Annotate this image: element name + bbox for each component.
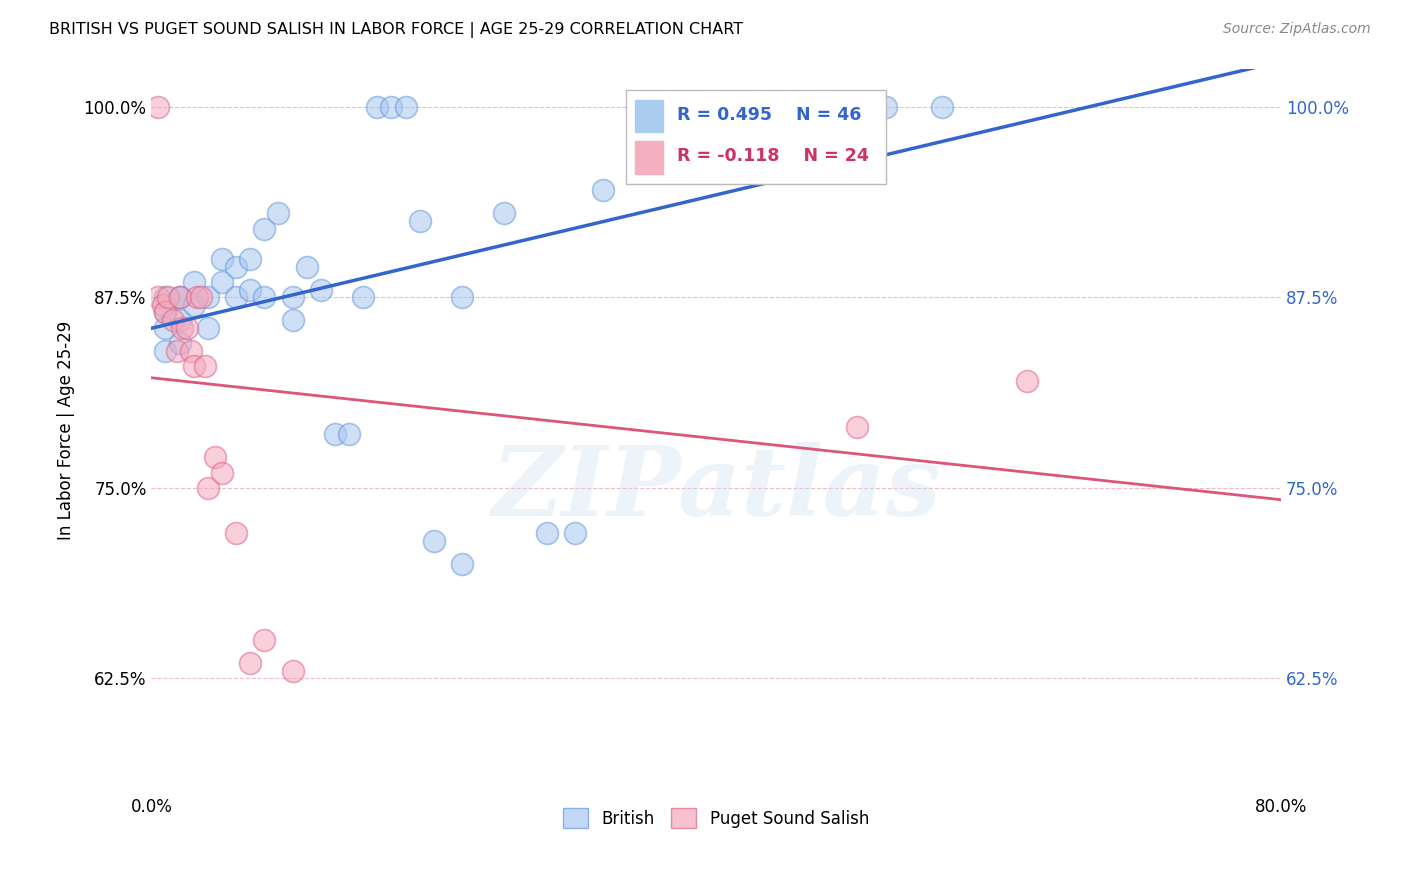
Point bbox=[169, 290, 191, 304]
Point bbox=[423, 534, 446, 549]
Point bbox=[337, 427, 360, 442]
Point bbox=[211, 252, 233, 266]
Point bbox=[451, 290, 474, 304]
Point bbox=[155, 305, 177, 319]
Point bbox=[267, 206, 290, 220]
Point bbox=[155, 305, 177, 319]
Text: Source: ZipAtlas.com: Source: ZipAtlas.com bbox=[1223, 22, 1371, 37]
Point bbox=[323, 427, 346, 442]
Point bbox=[494, 206, 516, 220]
Point bbox=[197, 481, 219, 495]
Point bbox=[197, 320, 219, 334]
Point bbox=[225, 290, 247, 304]
Point bbox=[281, 290, 304, 304]
Point bbox=[352, 290, 374, 304]
Point bbox=[239, 656, 262, 670]
Point bbox=[197, 290, 219, 304]
Point bbox=[281, 313, 304, 327]
Point bbox=[564, 526, 586, 541]
FancyBboxPatch shape bbox=[636, 100, 664, 132]
Point bbox=[162, 313, 184, 327]
Point bbox=[704, 100, 727, 114]
Point bbox=[155, 343, 177, 358]
Point bbox=[536, 526, 558, 541]
Point bbox=[169, 335, 191, 350]
Point bbox=[157, 290, 180, 304]
Point bbox=[592, 184, 614, 198]
Y-axis label: In Labor Force | Age 25-29: In Labor Force | Age 25-29 bbox=[58, 321, 75, 541]
Text: R = 0.495    N = 46: R = 0.495 N = 46 bbox=[676, 106, 860, 124]
Point bbox=[846, 419, 869, 434]
Point bbox=[169, 290, 191, 304]
Point bbox=[309, 283, 332, 297]
FancyBboxPatch shape bbox=[626, 90, 886, 185]
Point bbox=[380, 100, 402, 114]
Point bbox=[204, 450, 226, 465]
Point bbox=[155, 290, 177, 304]
Legend: British, Puget Sound Salish: British, Puget Sound Salish bbox=[557, 801, 876, 835]
Point bbox=[180, 343, 202, 358]
Point bbox=[733, 100, 755, 114]
Point bbox=[253, 633, 276, 648]
Point bbox=[211, 466, 233, 480]
Point bbox=[183, 359, 205, 373]
Point bbox=[225, 260, 247, 274]
FancyBboxPatch shape bbox=[636, 141, 664, 174]
Point bbox=[239, 283, 262, 297]
Point bbox=[225, 526, 247, 541]
Point bbox=[295, 260, 318, 274]
Point bbox=[1015, 374, 1038, 388]
Point bbox=[194, 359, 217, 373]
Point bbox=[239, 252, 262, 266]
Point bbox=[183, 298, 205, 312]
Point bbox=[875, 100, 897, 114]
Point bbox=[152, 298, 174, 312]
Text: ZIPatlas: ZIPatlas bbox=[491, 442, 941, 535]
Point bbox=[846, 100, 869, 114]
Point bbox=[451, 557, 474, 571]
Text: BRITISH VS PUGET SOUND SALISH IN LABOR FORCE | AGE 25-29 CORRELATION CHART: BRITISH VS PUGET SOUND SALISH IN LABOR F… bbox=[49, 22, 744, 38]
Point bbox=[253, 290, 276, 304]
Point bbox=[169, 313, 191, 327]
Point bbox=[172, 320, 194, 334]
Point bbox=[394, 100, 416, 114]
Point bbox=[148, 290, 170, 304]
Point bbox=[186, 290, 208, 304]
Point bbox=[366, 100, 388, 114]
Point bbox=[155, 320, 177, 334]
Point bbox=[148, 100, 170, 114]
Point bbox=[648, 100, 671, 114]
Point bbox=[281, 664, 304, 678]
Point bbox=[408, 214, 430, 228]
Point bbox=[166, 343, 188, 358]
Point bbox=[176, 320, 198, 334]
Point bbox=[190, 290, 212, 304]
Point bbox=[253, 221, 276, 235]
Point bbox=[676, 100, 699, 114]
Point bbox=[931, 100, 953, 114]
Text: R = -0.118    N = 24: R = -0.118 N = 24 bbox=[676, 146, 869, 165]
Point bbox=[183, 275, 205, 289]
Point bbox=[211, 275, 233, 289]
Point bbox=[169, 290, 191, 304]
